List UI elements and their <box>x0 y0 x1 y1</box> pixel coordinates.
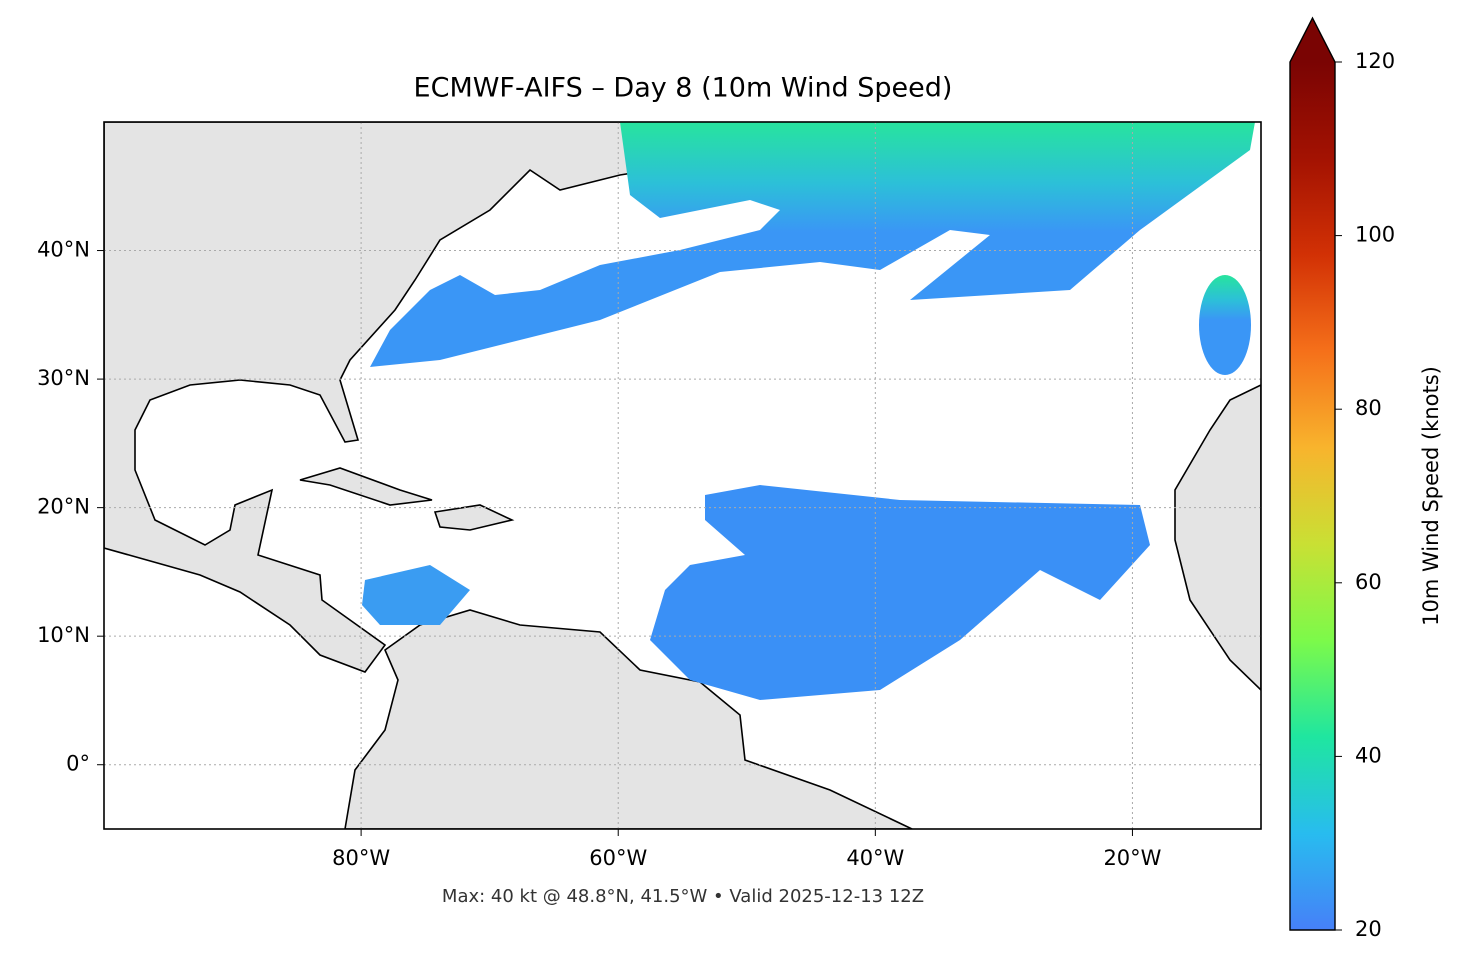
colorbar-tick-label: 40 <box>1355 743 1382 767</box>
colorbar: 20 40 60 80 100 120 <box>1289 16 1395 941</box>
wind-patch-east <box>1199 275 1251 375</box>
colorbar-tick-label: 100 <box>1355 223 1395 247</box>
x-tick-label: 40°W <box>846 846 904 870</box>
colorbar-tick-label: 80 <box>1355 396 1382 420</box>
x-tick-label: 60°W <box>589 846 647 870</box>
colorbar-extend <box>1290 18 1335 62</box>
map-area <box>104 122 1261 829</box>
y-tick-label: 10°N <box>37 623 90 647</box>
colorbar-tick-label: 20 <box>1355 917 1382 941</box>
cuba <box>299 467 433 506</box>
map-title: ECMWF-AIFS – Day 8 (10m Wind Speed) <box>414 73 953 104</box>
colorbar-tick-label: 60 <box>1355 570 1382 594</box>
wind-band-north <box>370 122 1255 367</box>
x-tick-label: 80°W <box>332 846 390 870</box>
footer-note: Max: 40 kt @ 48.8°N, 41.5°W • Valid 2025… <box>442 886 924 907</box>
wind-patch-tropics <box>650 485 1150 700</box>
map-frame <box>103 121 1262 830</box>
colorbar-tick-label: 120 <box>1355 49 1395 73</box>
hispaniola <box>433 504 515 531</box>
y-tick-label: 40°N <box>37 238 90 262</box>
colorbar-frame <box>1289 16 1336 931</box>
y-tick-label: 20°N <box>37 495 90 519</box>
x-tick-label: 20°W <box>1103 846 1161 870</box>
south-america <box>344 609 913 829</box>
axes: 80°W 60°W 40°W 20°W 0° 10°N 20°N 30°N 40°N <box>37 238 1162 870</box>
colorbar-label: 10m Wind Speed (knots) <box>1419 366 1443 626</box>
wind-patch-caribbean <box>362 565 470 625</box>
colorbar-fill <box>1290 62 1335 930</box>
africa <box>1174 384 1261 692</box>
north-america <box>104 122 714 673</box>
y-tick-label: 0° <box>66 752 90 776</box>
y-tick-label: 30°N <box>37 366 90 390</box>
